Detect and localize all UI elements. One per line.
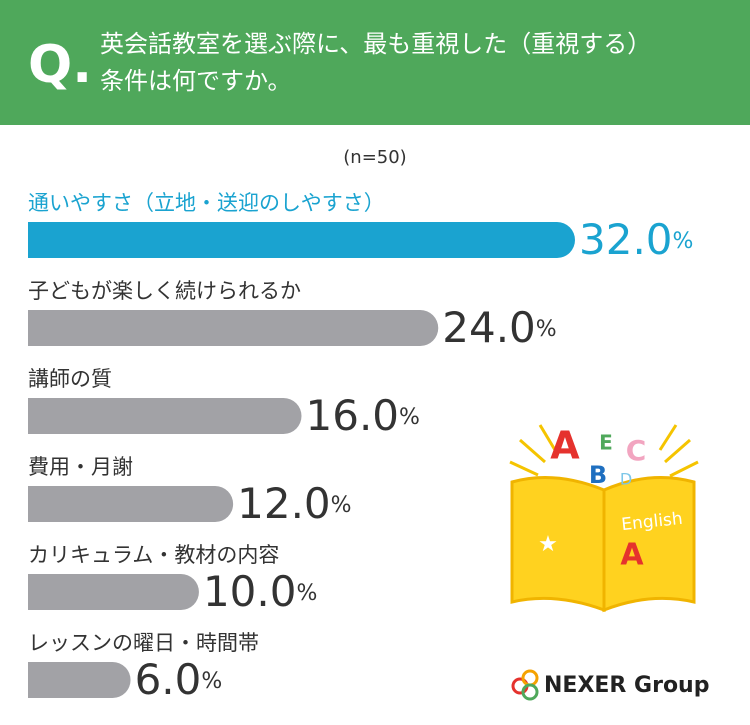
value-label: 16.0% <box>306 391 420 440</box>
bar <box>28 486 234 522</box>
category-label: レッスンの曜日・時間帯 <box>28 631 259 655</box>
letter: A <box>550 424 580 468</box>
question-mark: Q. <box>28 35 92 95</box>
rays <box>509 424 699 478</box>
letter: A <box>620 538 644 573</box>
letter: D <box>620 470 632 489</box>
logo: NEXER Group <box>511 669 709 701</box>
category-label: カリキュラム・教材の内容 <box>28 543 279 567</box>
bar <box>28 662 131 698</box>
bar <box>28 310 439 346</box>
letter: C <box>626 434 647 467</box>
value-label: 32.0% <box>579 215 693 264</box>
letter: B <box>589 461 607 489</box>
bar <box>28 574 199 610</box>
category-label: 講師の質 <box>28 367 112 391</box>
bar <box>28 398 302 434</box>
book-right <box>602 476 696 613</box>
star: ★ <box>538 532 558 557</box>
illustration: ★ English A A B C D E <box>509 424 699 613</box>
category-label: 通いやすさ（立地・送迎のしやすさ） <box>28 191 385 215</box>
letter: E <box>599 431 613 455</box>
book-left <box>510 476 606 613</box>
question-line: 英会話教室を選ぶ際に、最も重視した（重視する） <box>100 30 651 58</box>
value-label: 24.0% <box>442 303 556 352</box>
value-label: 12.0% <box>237 479 351 528</box>
question-line: 条件は何ですか。 <box>100 67 292 95</box>
category-label: 子どもが楽しく続けられるか <box>28 279 301 303</box>
bar <box>28 222 575 258</box>
header-band <box>0 0 750 125</box>
logo-text: NEXER Group <box>544 673 709 698</box>
category-label: 費用・月謝 <box>28 455 133 479</box>
subtitle: (n=50) <box>343 147 406 168</box>
value-label: 6.0% <box>135 655 223 704</box>
value-label: 10.0% <box>203 567 317 616</box>
